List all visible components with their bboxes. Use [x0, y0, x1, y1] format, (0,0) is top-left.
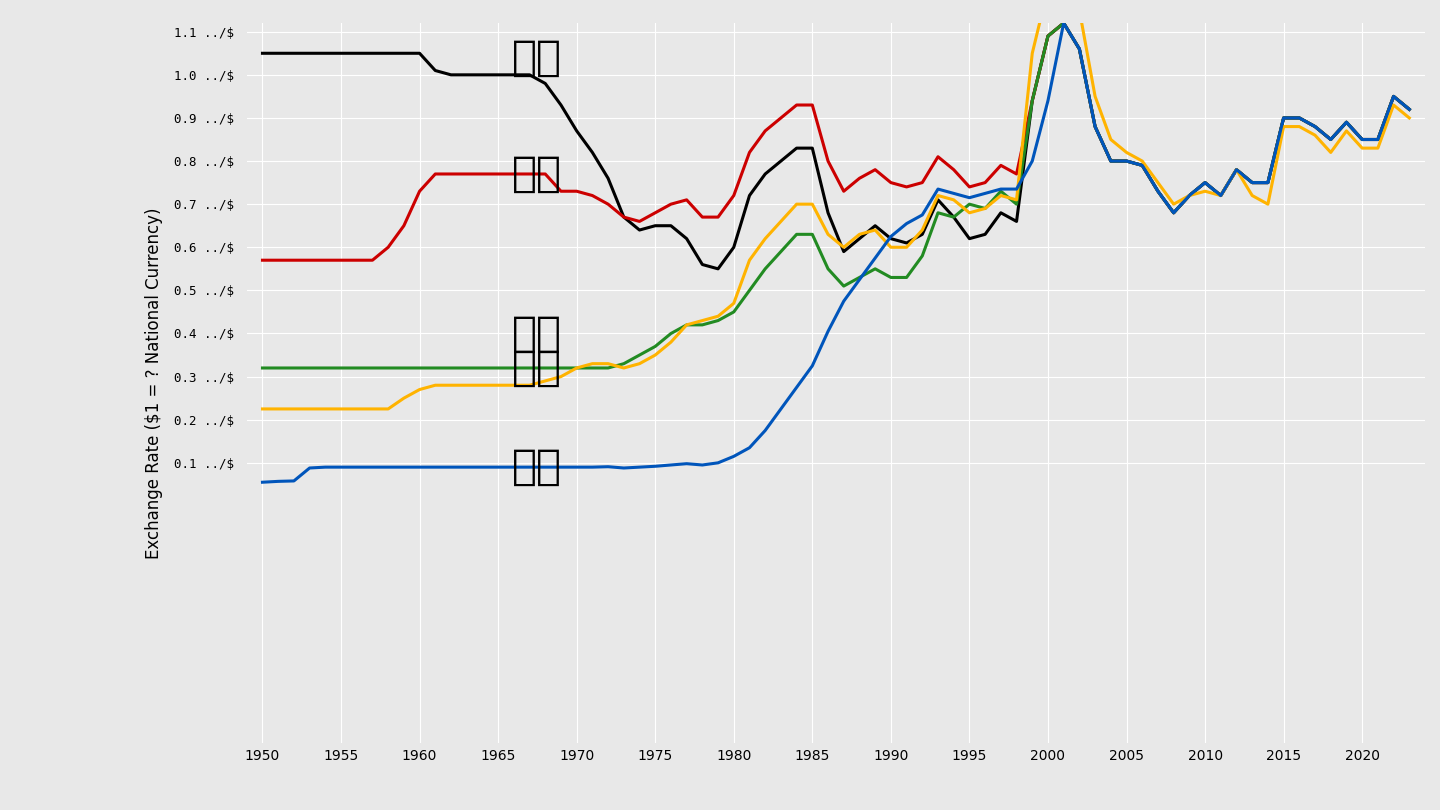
Text: 🇫🇷: 🇫🇷	[513, 153, 563, 195]
Text: 🇬🇷: 🇬🇷	[513, 446, 563, 488]
Text: 🇪🇸: 🇪🇸	[513, 313, 563, 355]
Text: 🇮🇹: 🇮🇹	[513, 347, 563, 389]
Text: 🇩🇪: 🇩🇪	[513, 36, 563, 79]
Y-axis label: Exchange Rate ($1 = ? National Currency): Exchange Rate ($1 = ? National Currency)	[144, 207, 163, 559]
